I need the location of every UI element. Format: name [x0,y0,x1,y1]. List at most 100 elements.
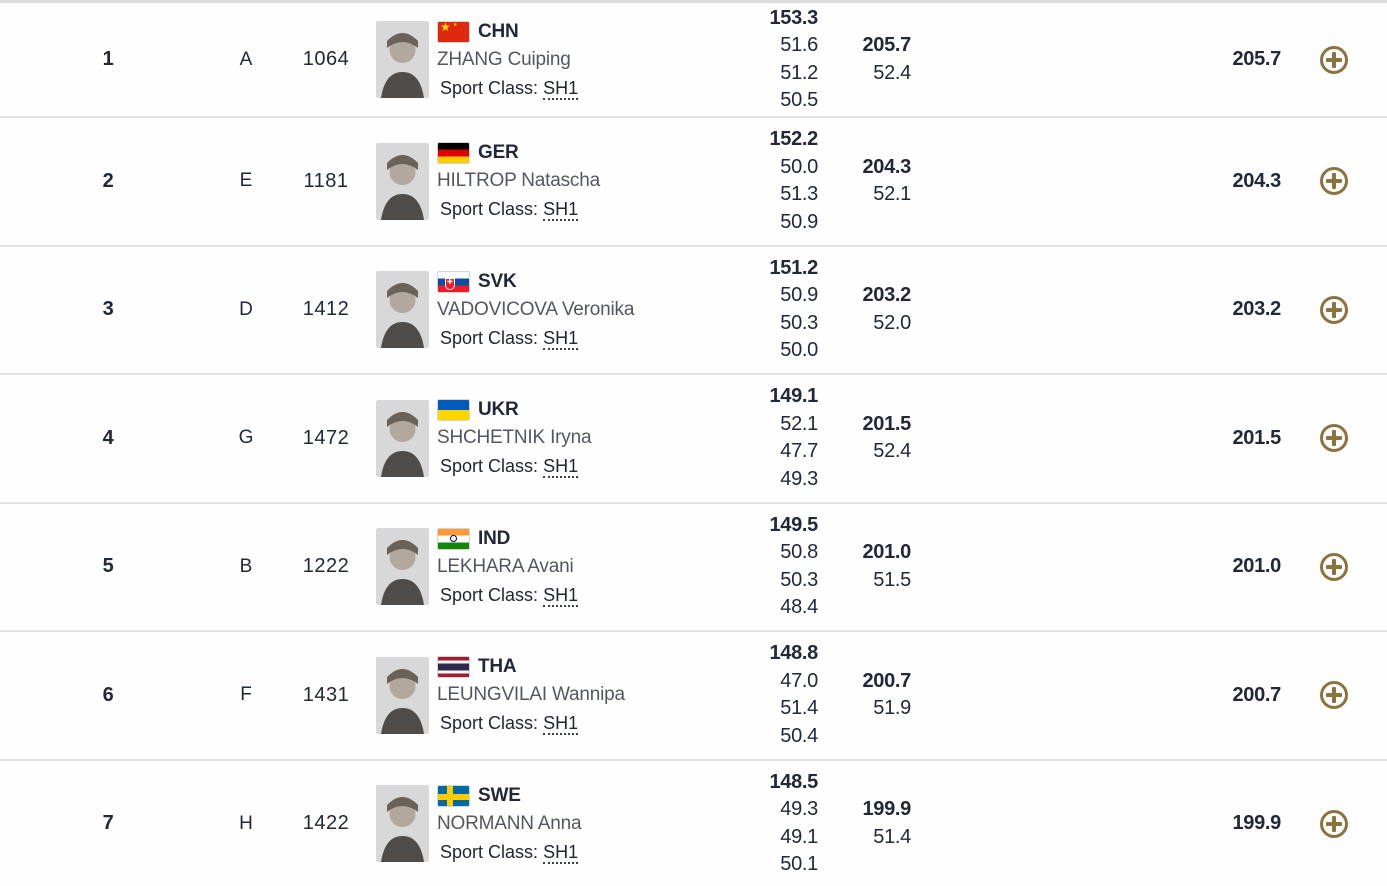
sport-class-value: SH1 [543,77,579,100]
result-row: 2 E 1181 GER HILTROP Natascha Sport Clas… [0,116,1387,245]
person-silhouette-icon [376,271,429,349]
sport-class-value: SH1 [543,456,579,479]
country-line: UKR [437,396,692,424]
athlete-photo [376,271,429,349]
expand-cell [1281,45,1387,74]
sport-class-line: Sport Class: SH1 [437,838,692,866]
series-score-3: 50.3 [780,311,818,334]
series-scores: 148.5 49.3 49.1 50.1 [692,769,818,879]
subtotal-scores: 201.5 52.4 [818,411,911,466]
expand-row-button[interactable] [1320,424,1348,453]
subtotal-scores: 199.9 51.4 [818,796,911,851]
series-score-1: 149.1 [769,385,818,408]
series-score-2: 51.6 [780,34,818,56]
sport-class-line: Sport Class: SH1 [437,74,692,102]
country-code: GER [478,142,519,164]
total-score: 205.7 [1232,48,1281,70]
sport-class-label: Sport Class: [440,713,539,734]
series-score-3: 51.3 [780,183,818,206]
plus-icon [1332,430,1336,447]
athlete-name: HILTROP Natascha [437,170,600,192]
subtotal-last-series: 51.4 [873,825,911,848]
country-flag [437,142,470,165]
sport-class-value: SH1 [543,841,579,864]
series-scores: 149.1 52.1 47.7 49.3 [692,383,818,493]
series-score-3: 49.1 [780,825,818,848]
athlete-photo [376,142,429,220]
country-flag [437,784,470,807]
athlete-identity: GER HILTROP Natascha Sport Class: SH1 [437,139,692,223]
series-score-4: 49.3 [780,467,818,490]
total-score: 203.2 [1232,298,1281,321]
series-score-4: 50.4 [780,724,818,747]
subtotal-last-series: 52.4 [873,61,911,84]
bib-number: 1181 [303,169,349,192]
expand-row-button[interactable] [1320,295,1348,324]
athlete-name: ZHANG Cuiping [437,48,571,70]
series-scores: 152.2 50.0 51.3 50.9 [692,126,818,236]
series-scores: 151.2 50.9 50.3 50.0 [692,255,818,365]
country-code: UKR [478,399,519,421]
subtotal-last-series: 52.1 [873,183,911,206]
subtotal-last-series: 52.0 [873,311,911,334]
series-score-1: 149.5 [769,513,818,536]
plus-icon [1332,301,1336,318]
athlete-name: LEUNGVILAI Wannipa [437,684,625,706]
expand-row-button[interactable] [1320,167,1348,196]
total-score: 201.0 [1232,555,1281,578]
country-flag [437,270,470,293]
sport-class-label: Sport Class: [440,199,539,220]
country-line: THA [437,653,692,681]
person-silhouette-icon [376,142,429,220]
country-code: IND [478,527,511,549]
series-score-2: 47.0 [780,669,818,692]
expand-row-button[interactable] [1320,681,1348,710]
subtotal-last-series: 52.4 [873,440,911,463]
subtotal-score: 201.5 [862,412,911,435]
expand-row-button[interactable] [1320,45,1348,74]
athlete-photo [376,656,429,734]
series-score-1: 148.5 [769,770,818,793]
expand-row-button[interactable] [1320,552,1348,581]
subtotal-scores: 201.0 51.5 [818,539,911,594]
athlete-name: VADOVICOVA Veronika [437,298,635,320]
sport-class-value: SH1 [543,713,579,736]
sport-class-value: SH1 [543,327,579,350]
country-flag [437,399,470,422]
expand-row-button[interactable] [1320,809,1348,838]
country-code: SVK [478,270,517,292]
series-score-2: 50.9 [780,284,818,307]
country-flag [437,527,470,550]
series-score-1: 151.2 [769,256,818,279]
subtotal-last-series: 51.9 [873,697,911,720]
athlete-name: NORMANN Anna [437,812,582,834]
person-silhouette-icon [376,399,429,477]
rank-value: 4 [102,426,114,449]
person-silhouette-icon [376,21,429,98]
subtotal-scores: 203.2 52.0 [818,282,911,337]
expand-cell [1281,681,1387,710]
subtotal-score: 203.2 [862,284,911,307]
total-score: 200.7 [1232,683,1281,706]
athlete-identity: UKR SHCHETNIK Iryna Sport Class: SH1 [437,396,692,480]
table-top-divider [0,0,1387,3]
plus-icon [1332,558,1336,575]
country-line: IND [437,525,692,553]
country-code: CHN [478,20,519,42]
plus-icon [1332,173,1336,190]
subtotal-scores: 200.7 51.9 [818,668,911,723]
results-rows: 1 A 1064 CHN ZHANG Cuiping Sport Class: … [0,3,1387,886]
series-scores: 149.5 50.8 50.3 48.4 [692,512,818,622]
subtotal-score: 204.3 [862,155,911,178]
series-score-3: 50.3 [780,568,818,591]
country-flag [437,656,470,679]
series-score-4: 48.4 [780,596,818,619]
athlete-name: LEKHARA Avani [437,555,574,577]
series-scores: 153.3 51.6 51.2 50.5 [692,5,818,115]
result-row: 4 G 1472 UKR SHCHETNIK Iryna Sport Class… [0,373,1387,502]
sport-class-line: Sport Class: SH1 [437,195,692,223]
bib-number: 1412 [302,298,350,321]
rank-value: 5 [102,555,114,578]
rank-value: 2 [102,169,114,192]
